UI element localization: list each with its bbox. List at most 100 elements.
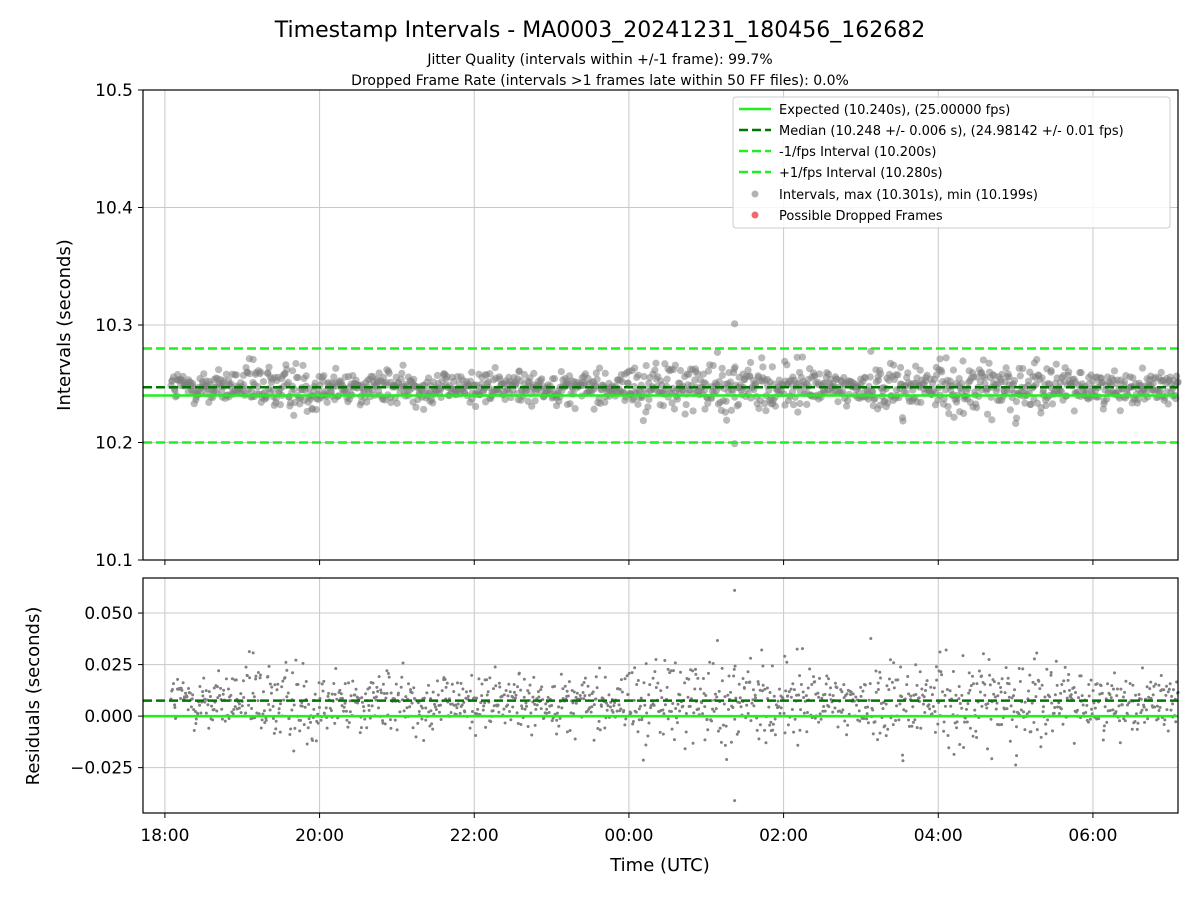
interval-point <box>755 404 763 413</box>
residual-point <box>862 717 866 721</box>
residual-point <box>798 674 802 678</box>
residual-point <box>1153 705 1157 709</box>
residual-point <box>891 723 895 727</box>
residual-point <box>464 690 468 694</box>
residual-point <box>712 709 716 713</box>
residual-point <box>955 720 959 724</box>
residual-point <box>820 696 824 700</box>
residual-point <box>245 674 249 678</box>
residual-point <box>307 702 311 706</box>
interval-point <box>363 398 371 406</box>
residual-point <box>374 695 378 699</box>
residual-point <box>192 707 196 711</box>
residual-point <box>858 719 862 723</box>
residual-point <box>1171 688 1175 692</box>
residual-point <box>276 682 280 686</box>
residual-point <box>332 682 336 686</box>
residual-point <box>244 711 248 715</box>
residual-point <box>1008 739 1012 743</box>
residual-point <box>304 680 308 684</box>
interval-point <box>685 370 693 379</box>
residual-point <box>558 716 562 720</box>
residual-point <box>837 709 841 713</box>
residual-point <box>396 691 400 695</box>
residual-point <box>600 704 604 708</box>
residual-point <box>334 666 338 670</box>
residual-point <box>330 692 334 696</box>
residual-point <box>231 712 235 716</box>
residual-point <box>1077 696 1081 700</box>
residual-point <box>551 716 555 720</box>
residual-point <box>1111 708 1115 712</box>
residual-point <box>942 720 946 724</box>
residual-point <box>806 686 810 690</box>
residual-point <box>485 678 489 682</box>
residual-point <box>439 703 443 707</box>
residual-point <box>259 726 263 730</box>
residual-point <box>957 697 961 701</box>
interval-point <box>1010 376 1019 385</box>
residual-point <box>386 671 390 675</box>
residual-point <box>623 723 627 727</box>
interval-point <box>592 382 600 390</box>
residual-point <box>866 705 870 709</box>
residual-point <box>204 711 208 715</box>
residual-point <box>273 683 277 687</box>
residual-point <box>618 687 622 691</box>
residual-point <box>420 706 424 710</box>
residual-point <box>317 681 321 685</box>
residual-point <box>905 683 909 687</box>
residual-point <box>351 679 355 683</box>
residual-point <box>203 697 207 701</box>
residual-point <box>207 726 211 730</box>
interval-point <box>420 405 428 414</box>
residual-point <box>1165 708 1169 712</box>
residual-point <box>491 709 495 713</box>
residual-point <box>1103 705 1107 709</box>
residual-point <box>821 709 825 713</box>
residual-point <box>921 702 925 706</box>
residual-point <box>868 682 872 686</box>
residual-point <box>945 687 949 691</box>
interval-point <box>634 400 642 408</box>
residual-point <box>232 707 236 711</box>
interval-point <box>944 402 952 411</box>
residual-point <box>1144 708 1148 712</box>
residual-point <box>823 692 827 696</box>
residual-point <box>299 718 303 722</box>
residual-point <box>686 695 690 699</box>
residual-point <box>980 674 984 678</box>
residual-point <box>289 727 293 731</box>
residual-point <box>845 733 849 737</box>
residual-point <box>371 690 375 694</box>
interval-point <box>1099 405 1107 413</box>
residual-point <box>1035 728 1039 732</box>
residual-point <box>716 729 720 733</box>
residual-point <box>545 707 549 711</box>
residual-point <box>204 689 208 693</box>
residual-point <box>701 712 705 716</box>
interval-point <box>945 409 953 418</box>
residual-point <box>589 710 593 714</box>
residual-point <box>560 706 564 710</box>
residual-point <box>479 701 483 705</box>
residual-point <box>449 711 453 715</box>
residual-point <box>816 691 820 695</box>
residual-point <box>520 707 524 711</box>
legend-intervals-swatch <box>751 190 759 198</box>
residual-point <box>563 684 567 688</box>
x-tick-label-3: 00:00 <box>604 826 653 846</box>
residual-point <box>746 711 750 715</box>
interval-point <box>958 380 966 388</box>
residual-point <box>615 709 619 713</box>
residual-point <box>261 712 265 716</box>
residual-point <box>474 733 478 737</box>
residual-point <box>1102 724 1106 728</box>
interval-point <box>758 354 766 362</box>
residual-point <box>502 707 506 711</box>
residual-point <box>670 727 674 731</box>
interval-point <box>294 373 302 382</box>
residual-point <box>376 689 380 693</box>
residual-point <box>353 693 357 697</box>
interval-point <box>663 375 671 383</box>
